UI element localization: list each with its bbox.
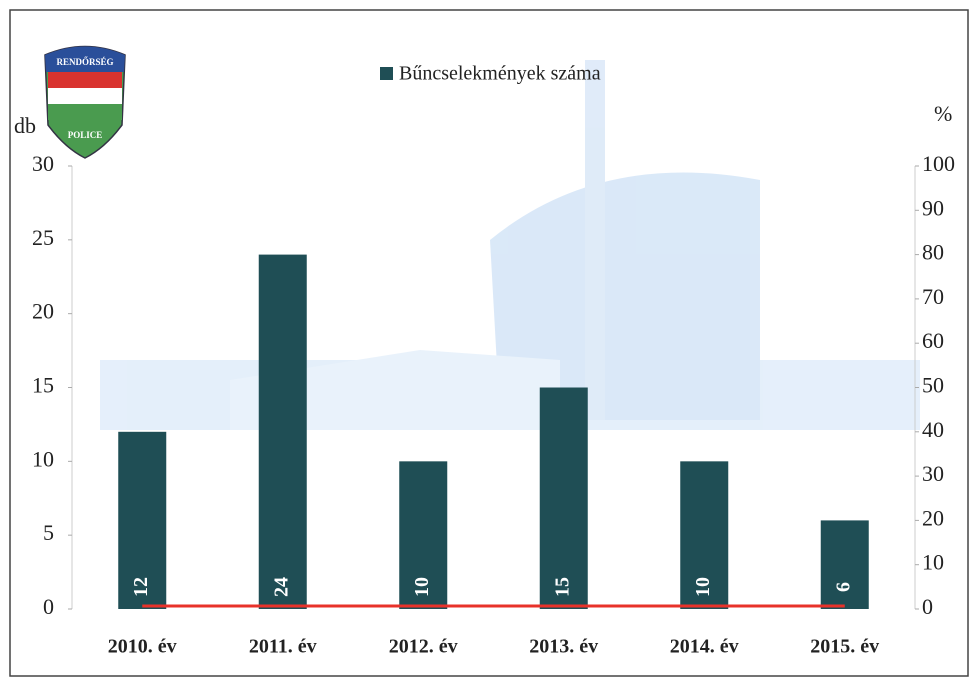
logo-bottom-text: POLICE — [68, 130, 103, 140]
legend-swatch — [380, 67, 393, 80]
y-tick-label: 25 — [32, 225, 54, 250]
data-label: 6 — [832, 582, 854, 592]
logo-top-text: RENDŐRSÉG — [56, 57, 113, 67]
y2-tick-label: 80 — [922, 240, 944, 265]
y2-tick-label: 90 — [922, 195, 944, 220]
y2-tick-label: 20 — [922, 505, 944, 530]
y-tick-label: 15 — [32, 373, 54, 398]
page: {"logo": {"top": "RENDŐRSÉG", "bottom": … — [0, 0, 976, 678]
bar — [540, 388, 588, 610]
x-tick-label: 2010. év — [108, 636, 177, 658]
y-tick-label: 20 — [32, 299, 54, 324]
y2-tick-label: 50 — [922, 373, 944, 398]
y-tick-label: 5 — [43, 520, 54, 545]
y2-tick-label: 40 — [922, 417, 944, 442]
data-label: 10 — [411, 577, 433, 597]
x-tick-label: 2011. év — [249, 636, 317, 658]
x-tick-label: 2014. év — [670, 636, 739, 658]
data-label: 10 — [692, 577, 714, 597]
y2-tick-label: 70 — [922, 284, 944, 309]
x-tick-label: 2012. év — [389, 636, 458, 658]
y-tick-label: 10 — [32, 446, 54, 471]
y-axis-label: db — [14, 113, 36, 138]
bar — [821, 520, 869, 609]
legend-label: Bűncselekmények száma — [399, 63, 601, 85]
y-tick-label: 0 — [43, 594, 54, 619]
x-tick-label: 2013. év — [529, 636, 598, 658]
y2-tick-label: 30 — [922, 461, 944, 486]
data-label: 12 — [130, 577, 152, 597]
y2-axis-label: % — [934, 101, 952, 126]
y2-tick-label: 60 — [922, 328, 944, 353]
data-label: 24 — [270, 577, 292, 597]
y2-tick-label: 100 — [922, 151, 955, 176]
data-label: 15 — [551, 577, 573, 597]
bar — [259, 255, 307, 609]
y2-tick-label: 0 — [922, 594, 933, 619]
chart: RENDŐRSÉG POLICE db % 0 5 10 15 20 25 30 0 10 20 3… — [0, 0, 976, 678]
y2-tick-label: 10 — [922, 550, 944, 575]
y-tick-label: 30 — [32, 151, 54, 176]
x-tick-label: 2015. év — [810, 636, 879, 658]
